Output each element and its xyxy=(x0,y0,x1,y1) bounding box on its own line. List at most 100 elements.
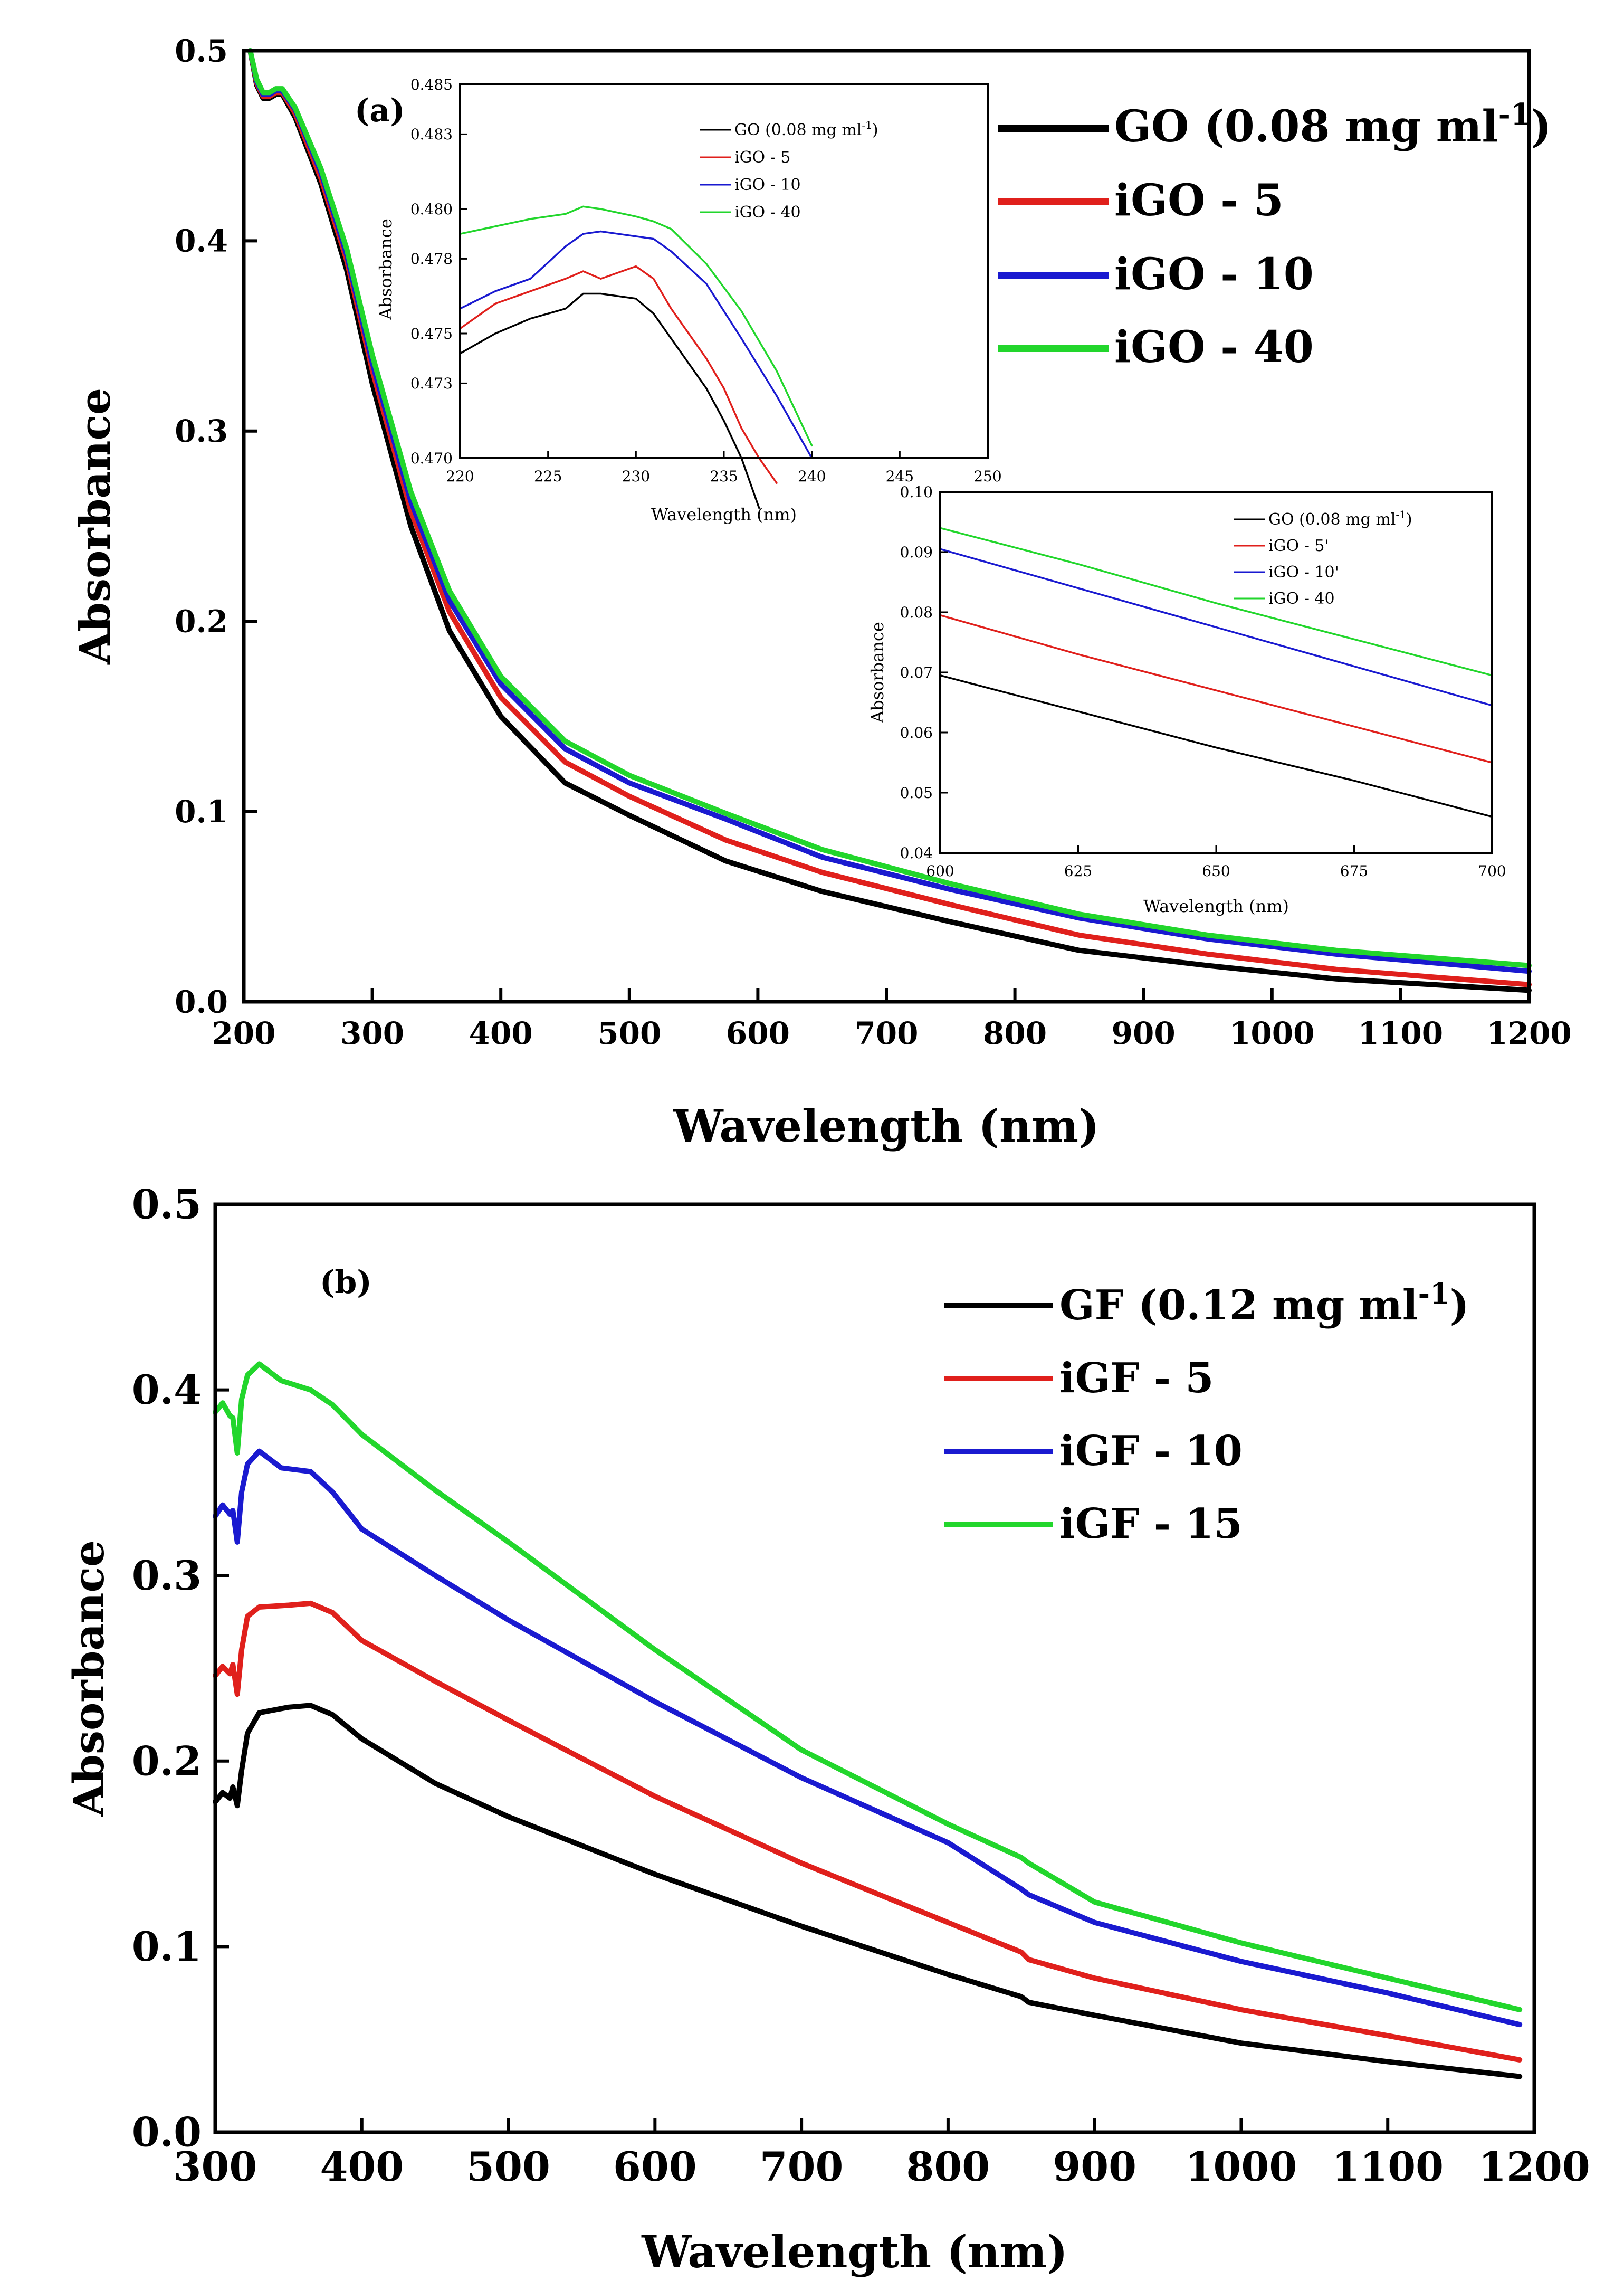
chart-b-series-line-0 xyxy=(213,1703,1523,2079)
chart-a: 200 300 400 500 600 700 800 900 1000 1100 1200 0.0 0… xyxy=(70,33,1572,1152)
chart-a-xtick-label-7: 900 xyxy=(1112,1015,1176,1051)
inset-a2-legend-label-go: GO (0.08 mg ml-1) xyxy=(1268,508,1412,529)
chart-b-xtick-label-7: 1000 xyxy=(1186,2143,1297,2190)
inset-a2-xtick-label-3: 675 xyxy=(1340,862,1368,880)
inset-a1-ytick-label-1: 0.473 xyxy=(410,375,453,392)
chart-a-xtick-label-0: 200 xyxy=(212,1015,275,1051)
inset-a2-series-line-3 xyxy=(939,527,1493,677)
inset-a2-series-line-1 xyxy=(939,614,1493,764)
inset-a1-ytick-label-5: 0.483 xyxy=(410,126,453,143)
chart-b-series-line-3 xyxy=(213,1361,1523,2012)
inset-a2-ylabel: Absorbance xyxy=(867,622,887,724)
chart-b-panel-label: (b) xyxy=(320,1264,372,1301)
chart-b-ytick-label-3: 0.3 xyxy=(132,1552,202,1599)
chart-b-series-line-1 xyxy=(213,1600,1523,2063)
chart-b-legend: GF (0.12 mg ml-1) iGF - 5 iGF - 10 iGF -… xyxy=(944,1277,1469,1548)
inset-a1-xlabel: Wavelength (nm) xyxy=(651,505,797,525)
inset-a2-legend-label-igo10: iGO - 10' xyxy=(1268,563,1339,582)
chart-a-xtick-label-10: 1200 xyxy=(1486,1015,1571,1051)
inset-a1-series-line-0 xyxy=(459,292,760,509)
chart-a-xtick-label-6: 800 xyxy=(983,1015,1047,1051)
inset-a1-xtick-label-3: 235 xyxy=(710,468,738,485)
inset-a2-series-line-0 xyxy=(939,674,1493,818)
chart-a-ytick-label-1: 0.1 xyxy=(175,794,228,830)
inset-a1-xtick-label-1: 225 xyxy=(534,468,562,485)
chart-b-xtick-label-3: 600 xyxy=(613,2143,697,2190)
chart-a-xlabel: Wavelength (nm) xyxy=(673,1100,1099,1152)
inset-a2-background xyxy=(940,492,1492,853)
inset-a2-xtick-label-1: 625 xyxy=(1064,862,1092,880)
inset-a2: 600 625 650 675 700 0.04 0.05 0.06 0.07 0.08 0.09 0… xyxy=(867,483,1506,916)
legend-a-label-igo5: iGO - 5 xyxy=(1114,175,1284,226)
chart-b-ylabel: Absorbance xyxy=(64,1540,113,1817)
legend-b-label-igf15: iGF - 15 xyxy=(1059,1500,1243,1548)
inset-a2-xlabel: Wavelength (nm) xyxy=(1143,896,1289,916)
chart-b-frame xyxy=(213,1202,1536,2134)
chart-a-ylabel: Absorbance xyxy=(70,388,120,665)
inset-a2-xtick-label-0: 600 xyxy=(926,862,954,880)
inset-a1-xtick-label-2: 230 xyxy=(622,468,650,485)
chart-b-xtick-label-0: 300 xyxy=(174,2143,257,2190)
inset-a1-series-line-1 xyxy=(459,265,778,484)
inset-a1-ylabel: Absorbance xyxy=(376,218,396,320)
inset-a1-series-line-3 xyxy=(459,205,813,447)
inset-a1-ytick-label-4: 0.480 xyxy=(410,201,453,218)
inset-a2-ytick-label-4: 0.08 xyxy=(900,604,933,621)
chart-b-xtick-label-6: 900 xyxy=(1053,2143,1136,2190)
chart-a-ytick-label-4: 0.4 xyxy=(175,223,228,259)
chart-b-ytick-label-0: 0.0 xyxy=(132,2109,202,2156)
legend-b-label-gf: GF (0.12 mg ml-1) xyxy=(1059,1277,1469,1329)
legend-a-label-igo40: iGO - 40 xyxy=(1114,322,1314,373)
inset-a2-legend-label-igo40: iGO - 40 xyxy=(1268,590,1335,608)
chart-b-xtick-label-8: 1100 xyxy=(1332,2143,1444,2190)
chart-b-ytick-label-2: 0.2 xyxy=(132,1737,202,1784)
inset-a1: 220 225 230 235 240 245 250 0.470 0.473 0.475 0.47… xyxy=(376,76,1002,525)
legend-b-label-igf10: iGF - 10 xyxy=(1059,1427,1243,1475)
chart-b-series-line-2 xyxy=(213,1448,1523,2028)
inset-a2-ytick-label-6: 0.10 xyxy=(900,483,933,501)
chart-b-xtick-label-2: 500 xyxy=(466,2143,550,2190)
inset-a1-ytick-label-3: 0.478 xyxy=(410,250,453,268)
chart-a-xtick-label-9: 1100 xyxy=(1358,1015,1443,1051)
inset-a2-series-line-2 xyxy=(939,548,1493,707)
chart-a-xtick-label-3: 500 xyxy=(597,1015,661,1051)
chart-a-ytick-label-2: 0.2 xyxy=(175,604,228,640)
inset-a1-legend-label-igo5: iGO - 5 xyxy=(734,148,790,167)
chart-a-ytick-label-3: 0.3 xyxy=(175,413,228,449)
inset-a1-legend-label-go: GO (0.08 mg ml-1) xyxy=(734,119,878,139)
chart-b-xtick-label-4: 700 xyxy=(760,2143,844,2190)
inset-a2-xtick-label-4: 700 xyxy=(1478,862,1506,880)
chart-b-xtick-label-5: 800 xyxy=(906,2143,990,2190)
chart-b-xtick-label-9: 1200 xyxy=(1478,2143,1590,2190)
inset-a1-xtick-label-6: 250 xyxy=(973,468,1001,485)
chart-b-ytick-label-1: 0.1 xyxy=(132,1923,202,1970)
legend-a-label-igo10: iGO - 10 xyxy=(1114,249,1314,300)
inset-a2-ytick-label-0: 0.04 xyxy=(900,844,933,862)
inset-a2-legend-label-igo5: iGO - 5' xyxy=(1268,537,1329,555)
inset-a1-ytick-label-6: 0.485 xyxy=(410,76,453,93)
inset-a2-ytick-label-3: 0.07 xyxy=(900,664,933,681)
inset-a1-series xyxy=(459,205,813,509)
inset-a1-xtick-label-4: 240 xyxy=(798,468,826,485)
chart-a-panel-label: (a) xyxy=(355,92,405,129)
inset-a1-xtick-label-0: 220 xyxy=(446,468,474,485)
chart-a-xtick-label-8: 1000 xyxy=(1229,1015,1314,1051)
chart-a-legend: GO (0.08 mg ml-1) iGO - 5 iGO - 10 iGO -… xyxy=(998,97,1552,373)
chart-a-xtick-label-5: 700 xyxy=(854,1015,918,1051)
inset-a1-ytick-label-0: 0.470 xyxy=(410,450,453,467)
chart-a-ticks: 200 300 400 500 600 700 800 900 1000 1100 1200 0.0 0… xyxy=(175,33,1572,1051)
chart-a-xtick-label-4: 600 xyxy=(726,1015,790,1051)
inset-a1-legend-label-igo10: iGO - 10 xyxy=(734,176,801,194)
inset-a2-ytick-label-1: 0.05 xyxy=(900,784,933,802)
chart-a-ytick-label-0: 0.0 xyxy=(175,984,228,1020)
chart-a-series xyxy=(247,48,1532,993)
chart-b-ytick-label-4: 0.4 xyxy=(132,1366,202,1413)
chart-b-xlabel: Wavelength (nm) xyxy=(641,2226,1067,2278)
chart-a-series-line-3 xyxy=(247,48,1532,968)
chart-a-ytick-label-5: 0.5 xyxy=(175,33,228,69)
chart-a-xtick-label-1: 300 xyxy=(340,1015,404,1051)
chart-b: 300 400 500 600 700 800 900 1000 1100 1200 0.0 0.1 0… xyxy=(64,1181,1590,2278)
inset-a1-series-line-2 xyxy=(459,230,813,459)
inset-a1-legend-label-igo40: iGO - 40 xyxy=(734,203,801,222)
